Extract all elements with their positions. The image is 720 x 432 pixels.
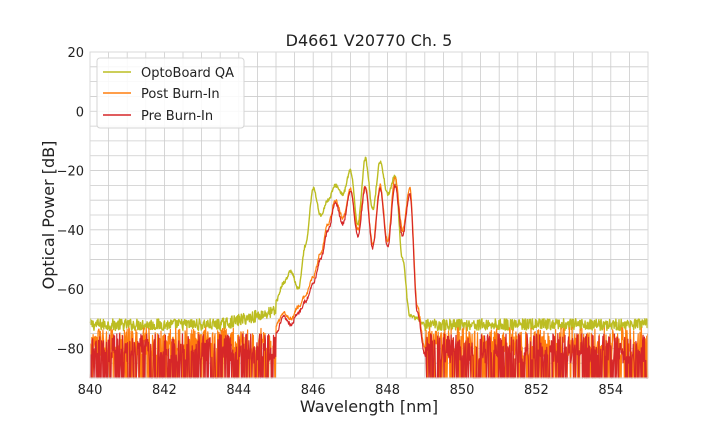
legend-box	[96, 57, 245, 129]
y-tick-label: −80	[57, 342, 84, 357]
y-tick-label: −40	[57, 224, 84, 239]
series-line-optoboard-qa	[89, 156, 649, 332]
x-tick-label: 852	[524, 383, 549, 398]
x-tick-label: 846	[301, 383, 326, 398]
y-tick-label: −20	[57, 165, 84, 180]
x-tick-label: 854	[598, 383, 623, 398]
legend-label-pre-burn-in: Pre Burn-In	[141, 109, 213, 124]
x-tick-label: 844	[226, 383, 251, 398]
legend-label-post-burn-in: Post Burn-In	[141, 87, 220, 102]
x-tick-label: 850	[450, 383, 475, 398]
y-tick-label: 20	[67, 46, 84, 61]
y-axis-label: Optical Power [dB]	[39, 141, 58, 290]
x-tick-label: 848	[375, 383, 400, 398]
x-axis-label: Wavelength [nm]	[300, 397, 438, 416]
series-line-pre-burn-in	[89, 183, 649, 379]
tick-labels: 840 842 844 846 848 850 852 854 20 0 −20 −40 −60 −80	[57, 46, 624, 398]
y-tick-label: 0	[76, 105, 84, 120]
x-tick-label: 840	[78, 383, 103, 398]
x-tick-label: 842	[152, 383, 177, 398]
legend-label-optoboard-qa: OptoBoard QA	[141, 66, 234, 81]
y-tick-label: −60	[57, 283, 84, 298]
plot-frame	[89, 51, 649, 379]
chart-title: D4661 V20770 Ch. 5	[286, 31, 453, 50]
legend: OptoBoard QA Post Burn-In Pre Burn-In	[96, 57, 245, 129]
